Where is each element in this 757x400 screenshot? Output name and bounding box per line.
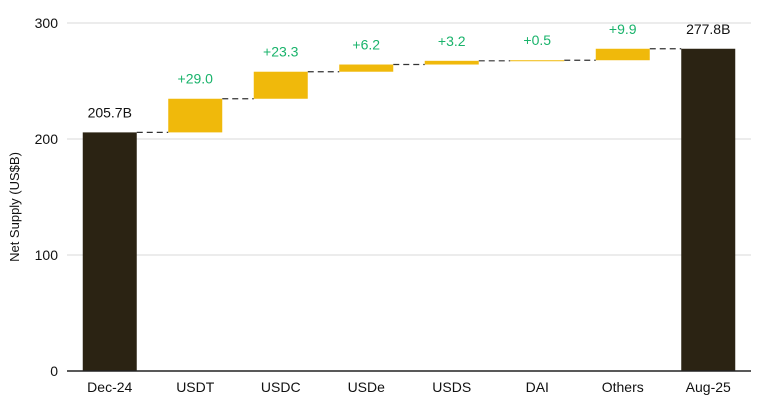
value-label-dai: +0.5 (523, 32, 551, 48)
y-tick-label-200: 200 (35, 131, 59, 147)
value-label-usde: +6.2 (352, 37, 380, 53)
value-label-others: +9.9 (609, 21, 637, 37)
label-layer: 205.7B +29.0 +23.3 +6.2 +3.2 +0.5 +9.9 277.8B (88, 21, 731, 121)
y-tick-label-300: 300 (35, 15, 59, 31)
bar-usds (424, 60, 479, 65)
x-tick-label-aug-25: Aug-25 (686, 379, 731, 395)
bar-usdc (253, 71, 308, 99)
bar-dai (510, 60, 565, 62)
bar-aug-25 (681, 48, 736, 371)
bar-dec-24 (82, 132, 137, 371)
connector-layer (136, 48, 682, 133)
bar-usdt (168, 98, 223, 133)
x-tick-label-dec-24: Dec-24 (87, 379, 132, 395)
x-tick-label-usdt: USDT (176, 379, 215, 395)
x-tick-label-dai: DAI (526, 379, 549, 395)
bar-others (595, 48, 650, 61)
x-tick-label-usds: USDS (432, 379, 471, 395)
grid-layer (67, 22, 751, 256)
axis-layer: 0 100 200 300 Net Supply (US$B) Dec-24 USDT USD… (7, 15, 751, 395)
value-label-usds: +3.2 (438, 33, 466, 49)
value-label-dec-24: 205.7B (88, 104, 132, 120)
y-tick-label-0: 0 (50, 363, 58, 379)
value-label-usdt: +29.0 (178, 71, 214, 87)
x-tick-label-usdc: USDC (261, 379, 301, 395)
y-tick-label-100: 100 (35, 247, 59, 263)
bar-usde (339, 64, 394, 72)
x-tick-label-others: Others (602, 379, 644, 395)
x-tick-label-usde: USDe (348, 379, 386, 395)
bar-layer (82, 48, 736, 371)
value-label-usdc: +23.3 (263, 44, 299, 60)
y-axis-title: Net Supply (US$B) (7, 152, 22, 262)
value-label-aug-25: 277.8B (686, 21, 730, 37)
